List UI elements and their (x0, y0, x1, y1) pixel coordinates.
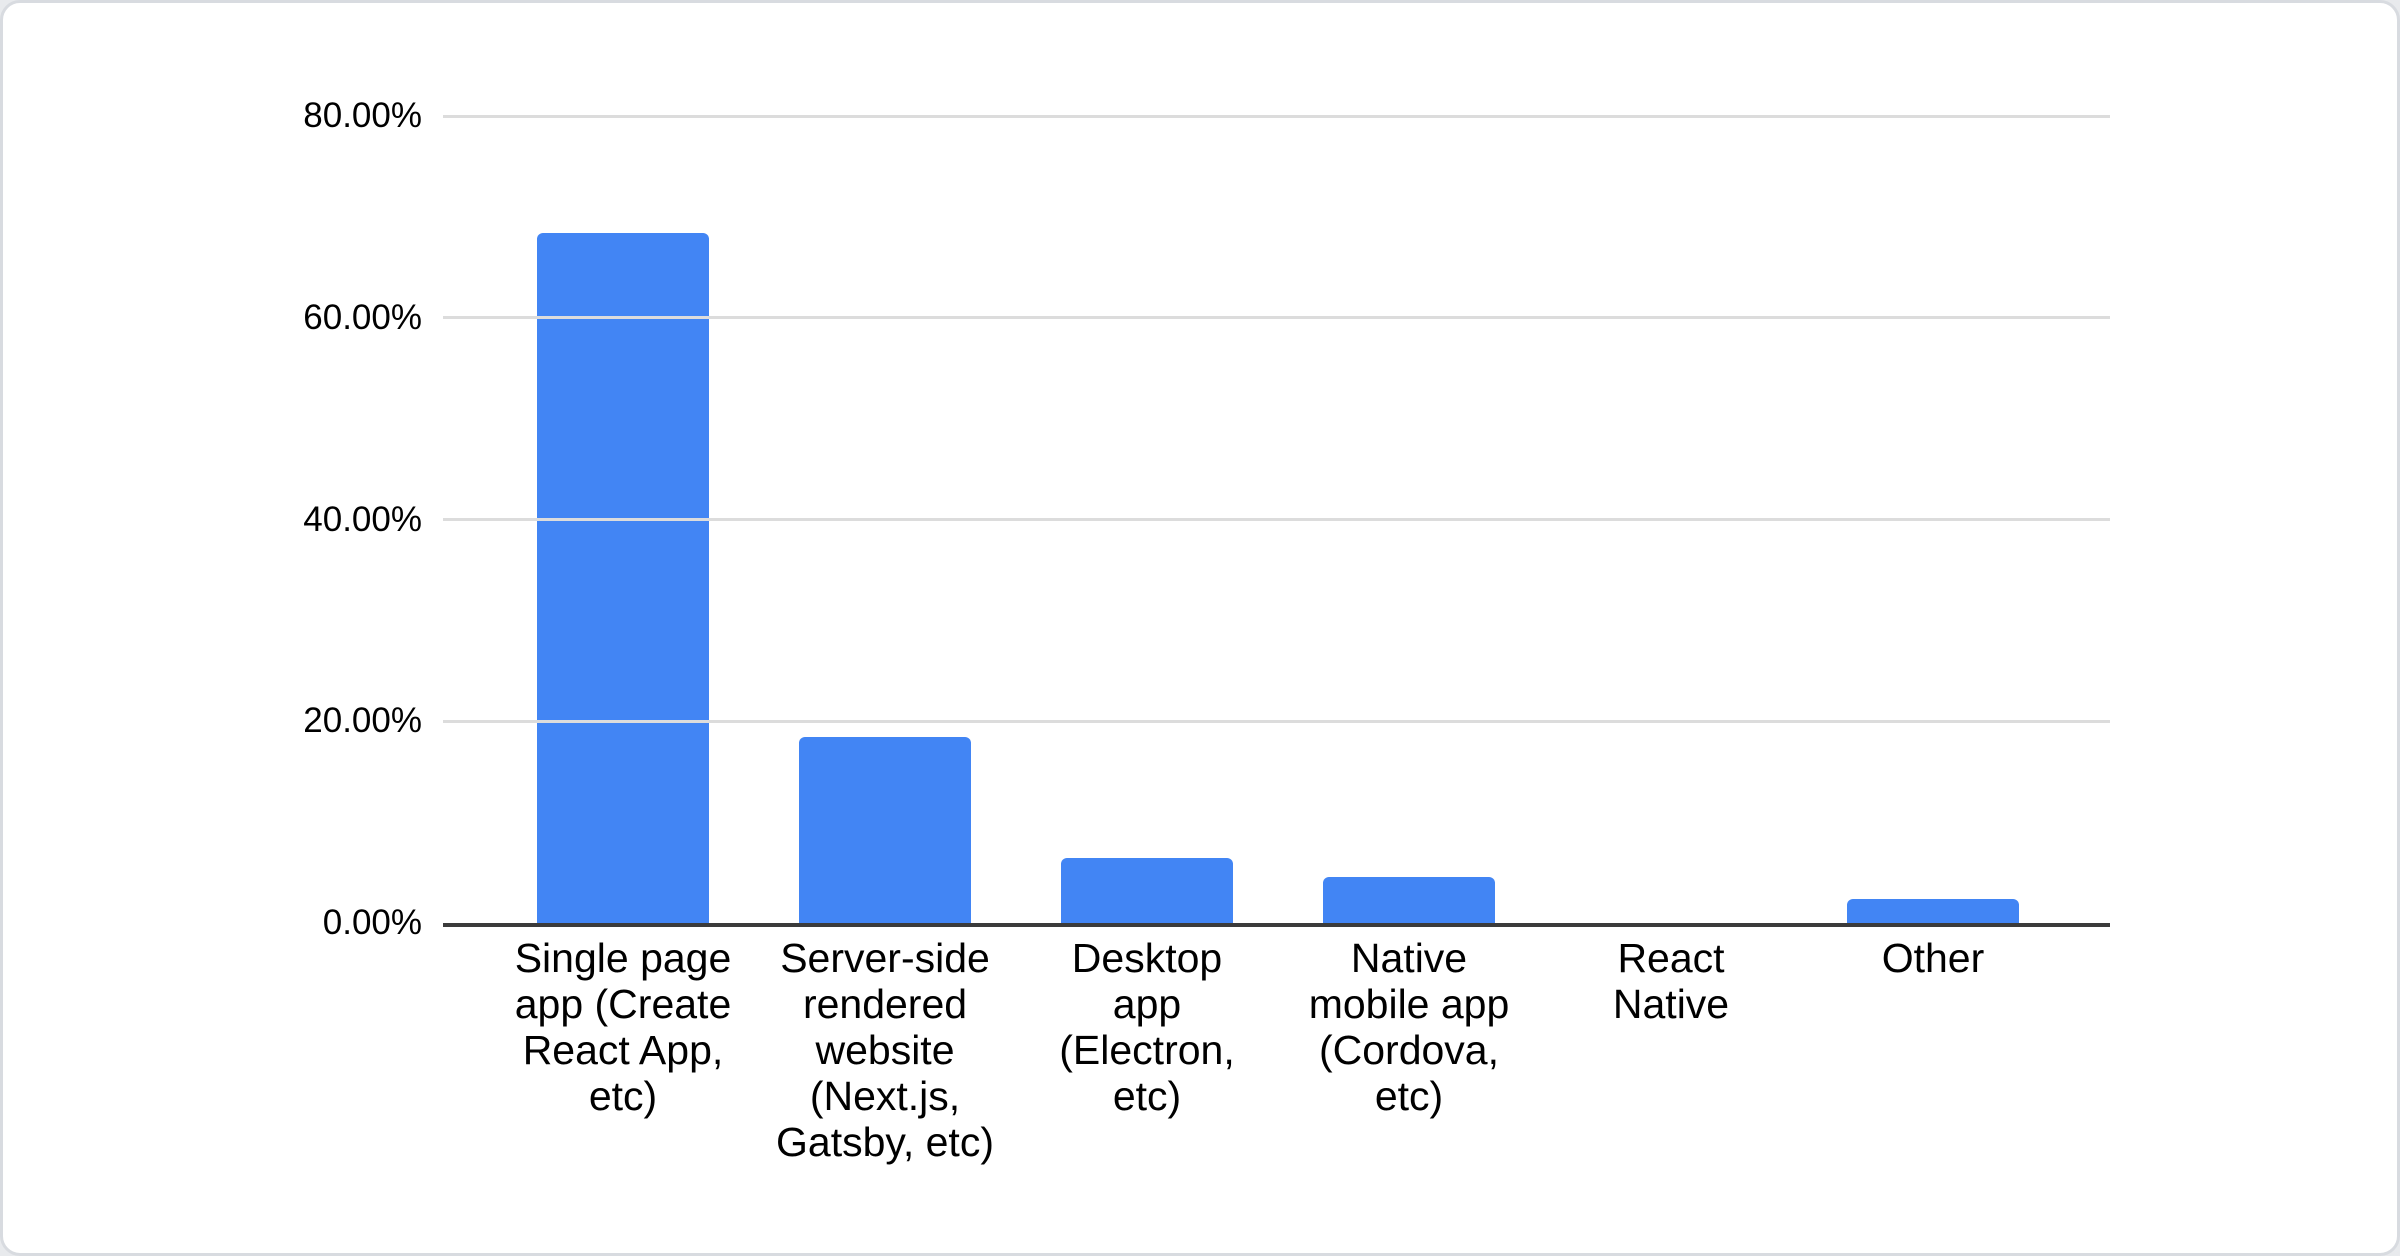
bar-2[interactable] (1061, 858, 1233, 923)
y-tick-label-60: 60.00% (303, 297, 422, 337)
bar-3[interactable] (1323, 876, 1495, 923)
y-tick-label-0: 0.00% (322, 903, 422, 942)
gridline-60 (443, 316, 2110, 320)
x-label-0: Single page app (Create React App, etc) (514, 935, 732, 1119)
gridline-80 (443, 114, 2110, 118)
bar-slot-3 (1278, 0, 1540, 923)
bar-slot-0 (492, 0, 754, 923)
bar-slot-5 (1802, 0, 2064, 923)
y-tick-label-80: 80.00% (303, 96, 422, 135)
bar-slot-4 (1540, 0, 1802, 923)
bar-slot-2 (1016, 0, 1278, 923)
plot-area (443, 0, 2110, 927)
x-label-1: Server-side rendered website (Next.js, G… (776, 935, 994, 1165)
bar-slot-1 (754, 0, 1016, 923)
bar-0[interactable] (537, 233, 709, 923)
y-axis: 0.00% 20.00% 40.00% 60.00% 80.00% (0, 0, 422, 942)
y-tick-label-20: 20.00% (303, 701, 422, 741)
x-label-4: React Native (1612, 935, 1730, 1027)
gridline-20 (443, 719, 2110, 723)
bar-5[interactable] (1847, 898, 2019, 923)
bar-1[interactable] (799, 737, 971, 923)
x-axis: Single page app (Create React App, etc) S… (492, 935, 2064, 1165)
x-label-2: Desktop app (Electron, etc) (1059, 935, 1235, 1119)
y-tick-label-40: 40.00% (303, 499, 422, 539)
x-label-5: Other (1881, 935, 1985, 981)
x-label-3: Native mobile app (Cordova, etc) (1308, 935, 1510, 1119)
gridline-40 (443, 518, 2110, 521)
bars-container (492, 0, 2064, 923)
